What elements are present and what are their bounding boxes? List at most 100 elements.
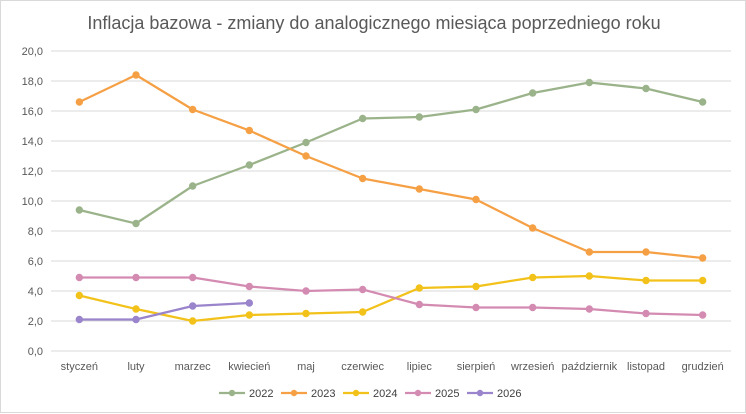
series-2026 (75, 299, 254, 324)
data-point (358, 285, 367, 294)
legend-marker (352, 389, 360, 397)
data-point (245, 311, 254, 319)
data-point (245, 126, 254, 135)
legend-marker (290, 389, 298, 397)
data-point (132, 219, 140, 228)
legend-label: 2025 (435, 388, 459, 400)
series-line (79, 276, 703, 317)
y-tick-label: 12,0 (22, 166, 43, 178)
data-point (698, 276, 707, 285)
data-point (472, 282, 480, 291)
legend: 2022 2023 2024 2025 2026 (219, 388, 521, 400)
legend-label: 2026 (497, 388, 521, 400)
data-point (188, 317, 197, 325)
legend-marker (228, 389, 236, 397)
data-point (302, 309, 310, 318)
x-tick-label: maj (297, 361, 315, 373)
data-point (585, 248, 594, 256)
data-point (698, 311, 707, 319)
legend-marker (414, 389, 422, 397)
series-lines (75, 71, 707, 325)
y-tick-label: 8,0 (28, 226, 43, 238)
series-2023 (75, 71, 707, 262)
y-axis-ticks: 0,0 2,0 4,0 6,0 8,0 10,0 12,0 14,0 16,0 18,0 20,0 (22, 46, 43, 358)
y-tick-label: 20,0 (22, 46, 43, 58)
x-tick-label: listopad (627, 361, 665, 373)
data-point (585, 272, 594, 280)
gridlines (51, 50, 731, 352)
data-point (698, 98, 707, 106)
y-tick-label: 4,0 (28, 286, 43, 298)
series-line (79, 301, 250, 321)
x-tick-label: marzec (175, 361, 212, 373)
data-point (188, 182, 197, 190)
data-point (132, 273, 140, 282)
legend-item: 2023 (281, 388, 335, 400)
data-point (642, 276, 650, 285)
x-tick-label: czerwiec (341, 361, 384, 373)
data-point (245, 299, 254, 307)
data-point (75, 98, 84, 106)
data-point (472, 105, 480, 114)
data-point (245, 161, 254, 169)
data-point (585, 305, 594, 313)
data-point (472, 195, 480, 204)
data-point (528, 224, 537, 232)
data-point (75, 206, 84, 214)
legend-item: 2024 (343, 388, 397, 400)
chart-title: Inflacja bazowa - zmiany do analogiczneg… (87, 13, 660, 33)
data-point (528, 89, 537, 97)
data-point (75, 273, 84, 282)
data-point (415, 300, 424, 309)
data-point (528, 273, 537, 282)
legend-marker (476, 389, 484, 397)
data-point (415, 113, 424, 121)
x-tick-label: wrzesień (510, 361, 554, 373)
data-point (642, 84, 650, 93)
series-2024 (75, 272, 707, 325)
x-tick-label: październik (562, 361, 618, 373)
x-tick-label: styczeń (61, 361, 98, 373)
series-line (78, 73, 703, 260)
series-2025 (75, 273, 707, 319)
data-point (642, 248, 650, 256)
legend-label: 2024 (373, 388, 397, 400)
data-point (415, 185, 424, 193)
y-tick-label: 0,0 (28, 346, 43, 358)
series-line (79, 81, 703, 225)
series-2022 (75, 78, 707, 228)
x-tick-label: sierpień (457, 361, 496, 373)
x-tick-label: kwiecień (228, 361, 270, 373)
data-point (188, 273, 197, 282)
data-point (415, 284, 424, 292)
y-tick-label: 18,0 (22, 76, 43, 88)
data-point (302, 138, 310, 147)
x-tick-label: lipiec (407, 361, 433, 373)
data-point (642, 309, 650, 318)
y-tick-label: 10,0 (22, 196, 43, 208)
legend-label: 2022 (249, 388, 273, 400)
x-tick-label: luty (127, 361, 145, 373)
data-point (132, 305, 140, 313)
data-point (188, 302, 197, 310)
series-line (79, 274, 703, 323)
data-point (302, 287, 310, 295)
data-point (358, 174, 367, 183)
data-point (358, 114, 367, 123)
data-point (528, 303, 537, 312)
data-point (188, 105, 197, 114)
data-point (698, 254, 707, 262)
data-point (585, 78, 594, 87)
x-axis-ticks: styczeń luty marzec kwiecień maj czerwiec lipi… (61, 361, 724, 373)
y-tick-label: 6,0 (28, 256, 43, 268)
legend-item: 2026 (467, 388, 521, 400)
data-point (132, 315, 140, 324)
data-point (75, 315, 84, 324)
y-tick-label: 16,0 (22, 106, 43, 118)
data-point (472, 303, 480, 312)
data-point (132, 71, 140, 79)
legend-label: 2023 (311, 388, 335, 400)
data-point (358, 308, 367, 316)
